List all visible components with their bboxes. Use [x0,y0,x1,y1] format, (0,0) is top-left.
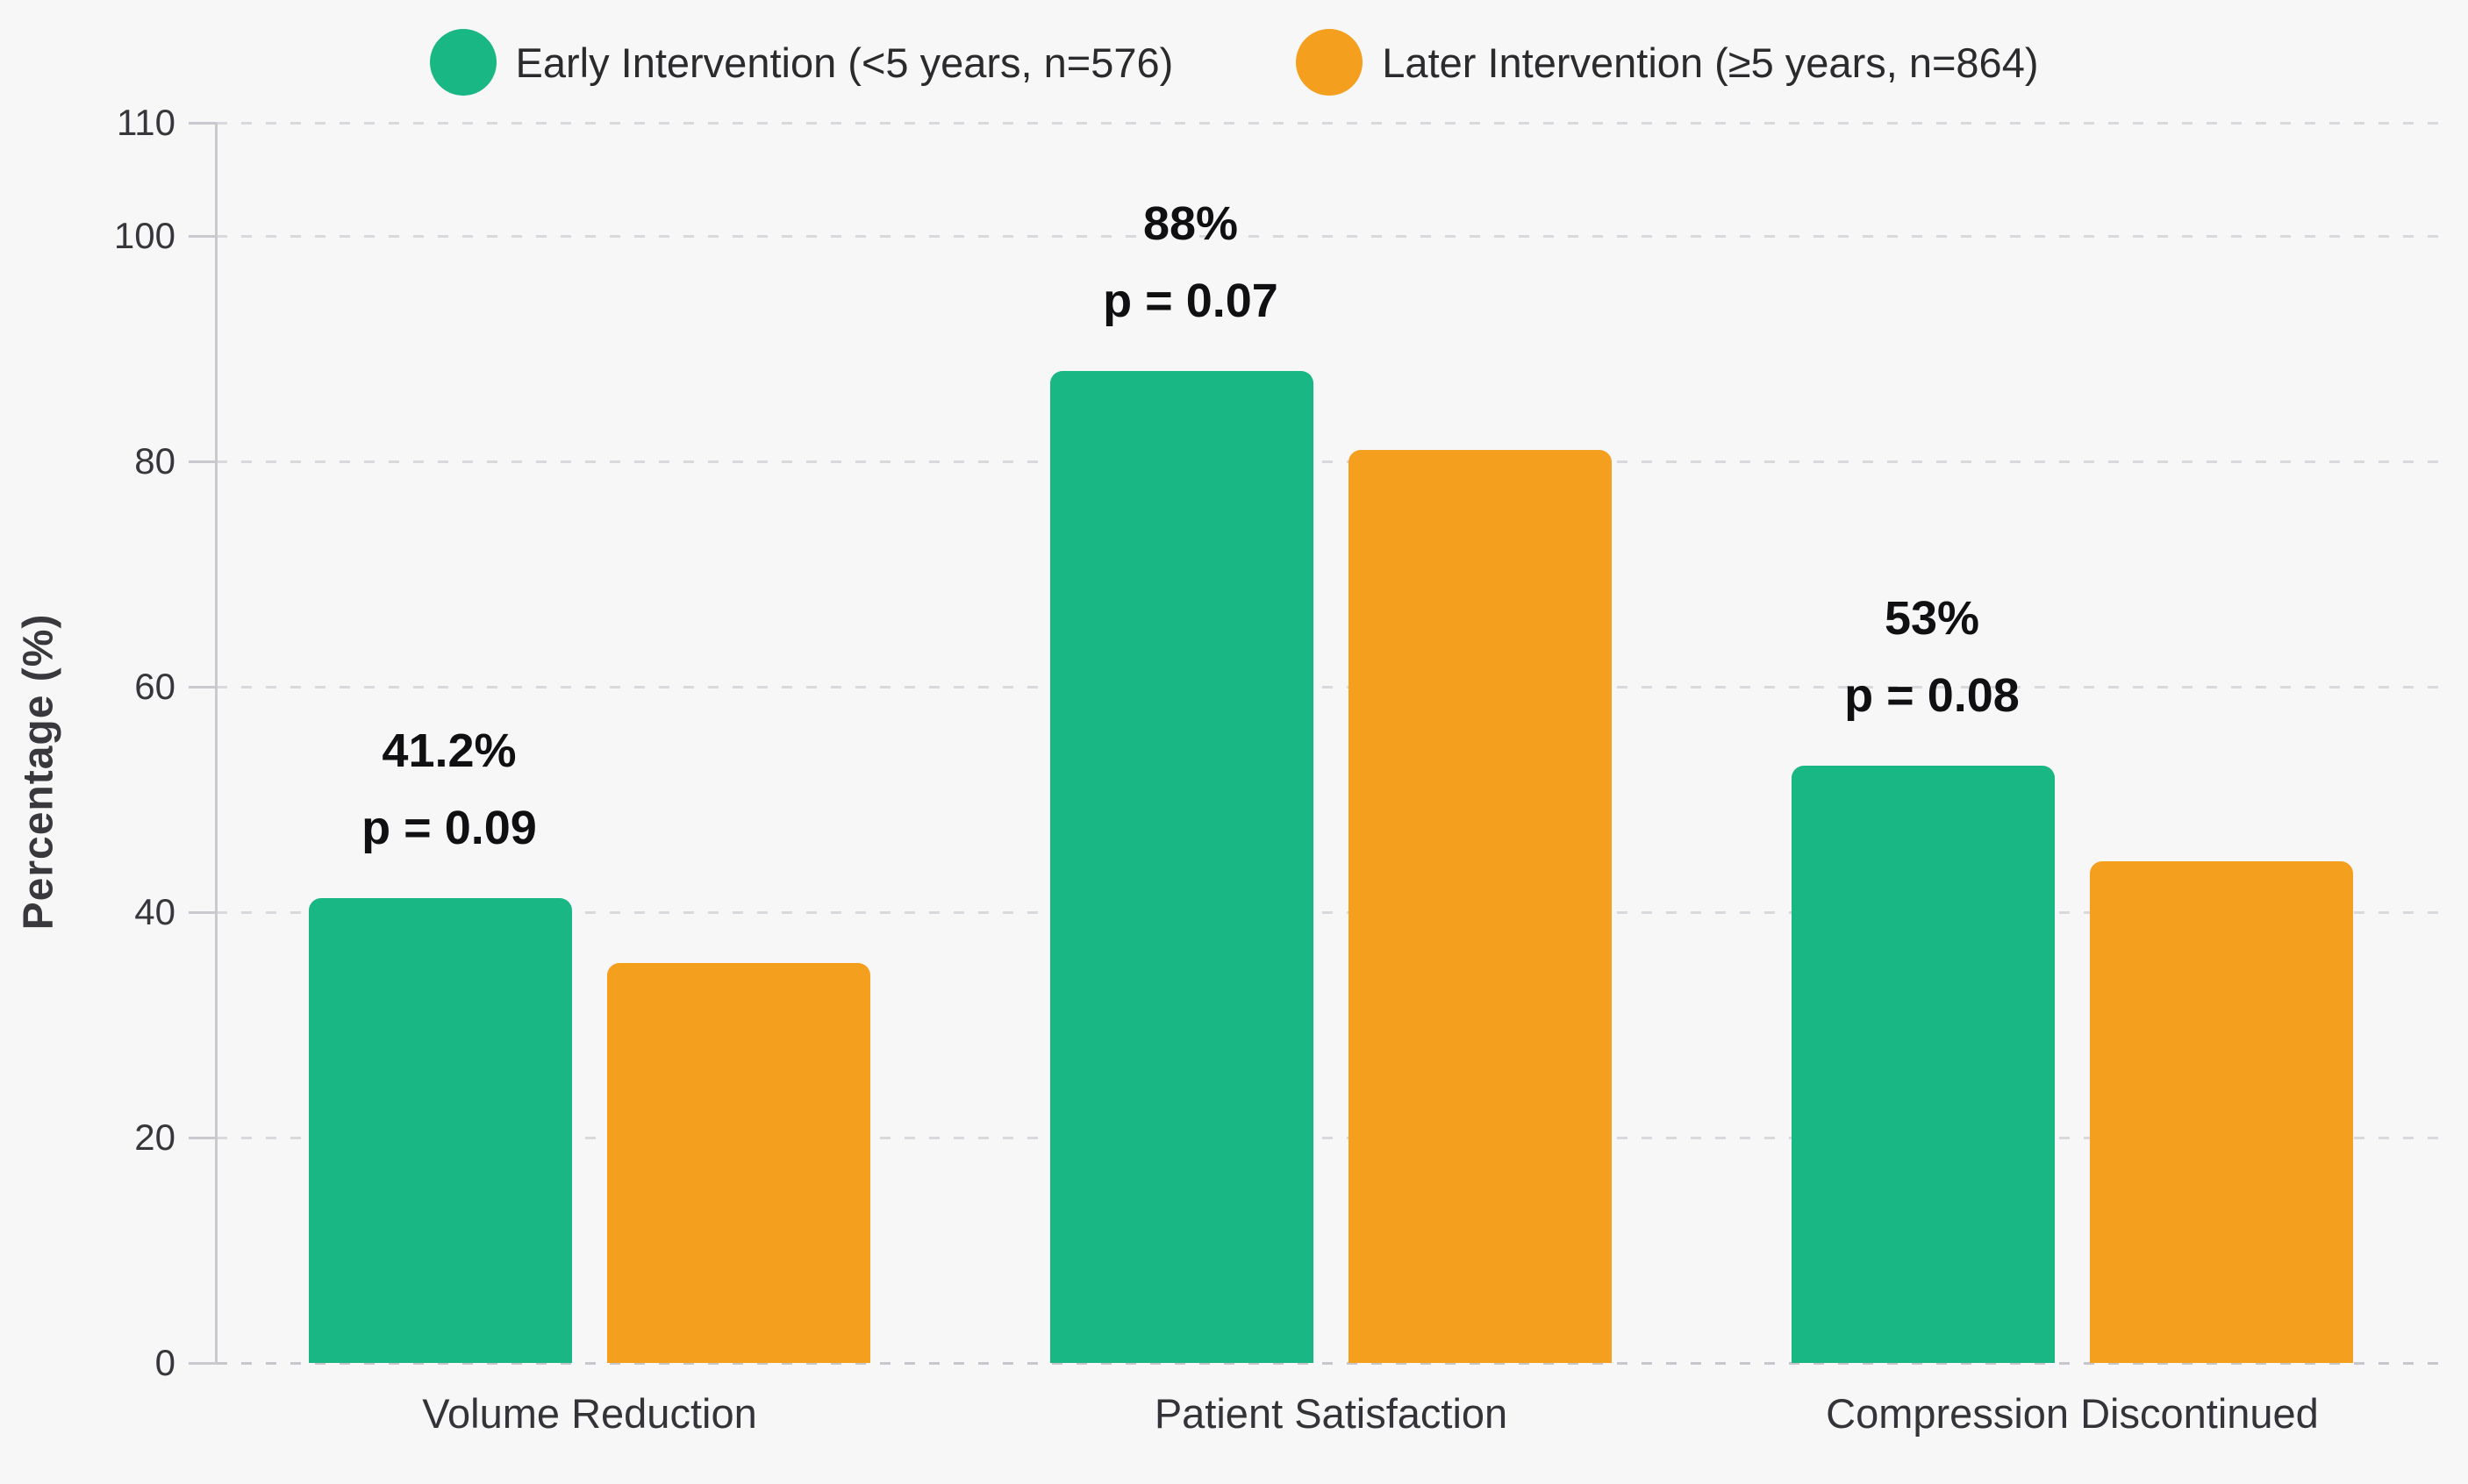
bar-later-0[interactable] [607,962,870,1363]
y-tick-20 [189,1136,217,1139]
legend-label-later-intervention: Later Intervention (≥5 years, n=864) [1382,39,2039,86]
legend-swatch-early-icon [429,29,497,96]
y-tick-0 [189,1362,217,1365]
y-tick-label-40: 40 [134,890,175,932]
chart-legend: Early Intervention (<5 years, n=576) Lat… [0,14,2468,111]
bar-annotation-2: 53% p = 0.08 [1844,580,2020,734]
annotation-value-0: 41.2% [382,724,517,778]
bar-annotation-0: 41.2% p = 0.09 [361,712,537,867]
bar-early-2[interactable] [1792,765,2055,1363]
y-tick-label-80: 80 [134,439,175,482]
y-tick-100 [189,234,217,238]
gridline-y-0 [217,1362,2450,1365]
y-tick-110 [189,122,217,125]
annotation-pvalue-2: p = 0.08 [1844,668,2020,722]
y-axis-line [215,123,218,1363]
annotation-value-2: 53% [1884,591,1980,645]
legend-swatch-later-icon [1296,29,1363,96]
gridline-y-40 [217,910,2450,914]
legend-item-early-intervention[interactable]: Early Intervention (<5 years, n=576) [429,29,1174,96]
gridline-y-20 [217,1136,2450,1139]
y-tick-40 [189,910,217,914]
bar-early-1[interactable] [1050,370,1313,1363]
x-category-label-0: Volume Reduction [422,1390,757,1437]
gridline-y-60 [217,685,2450,688]
x-category-label-2: Compression Discontinued [1826,1390,2319,1437]
gridline-y-110 [217,122,2450,125]
annotation-value-1: 88% [1142,196,1239,250]
x-category-label-1: Patient Satisfaction [1154,1390,1508,1437]
bar-later-2[interactable] [2090,860,2353,1363]
y-tick-60 [189,685,217,688]
y-tick-label-110: 110 [117,102,175,143]
bar-later-1[interactable] [1348,449,1612,1363]
bar-annotation-1: 88% p = 0.07 [1103,185,1278,339]
legend-label-early-intervention: Early Intervention (<5 years, n=576) [515,39,1174,86]
annotation-pvalue-0: p = 0.09 [361,802,537,855]
annotation-pvalue-1: p = 0.07 [1103,274,1278,327]
legend-item-later-intervention[interactable]: Later Intervention (≥5 years, n=864) [1296,29,2039,96]
y-tick-label-100: 100 [113,214,175,256]
y-tick-label-60: 60 [134,665,175,707]
y-tick-label-20: 20 [134,1116,175,1158]
gridline-y-100 [217,234,2450,238]
bar-early-0[interactable] [309,898,572,1363]
y-tick-label-0: 0 [154,1342,175,1383]
y-tick-80 [189,460,217,463]
gridline-y-80 [217,460,2450,463]
